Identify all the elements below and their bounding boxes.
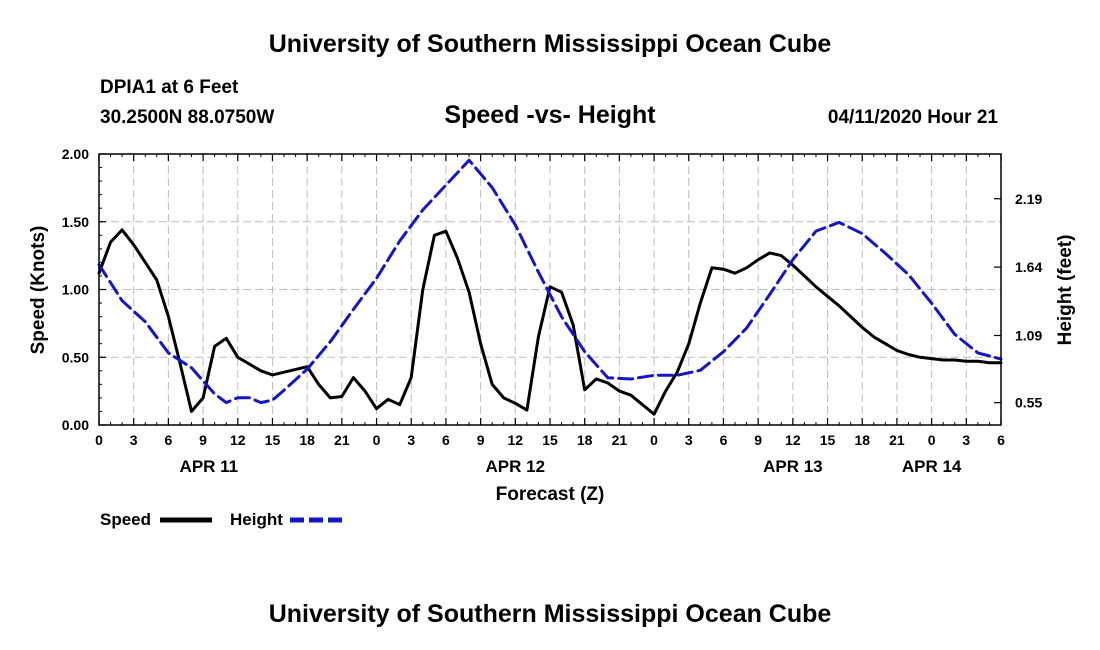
y-tick-label: 2.00 [62,146,89,162]
grid [99,154,1001,425]
coordinates-label: 30.2500N 88.0750W [100,107,275,128]
x-tick-label: 0 [928,432,936,448]
y-axis-title: Speed (Knots) [28,226,49,355]
legend-height-label: Height [230,510,283,529]
x-tick-label: 3 [130,432,138,448]
y-tick-label: 1.00 [62,282,89,298]
legend: Speed Height [100,510,342,529]
chart-title: Speed -vs- Height [444,101,656,129]
x-tick-label: 3 [685,432,693,448]
x-tick-label: 21 [334,432,350,448]
x-tick-label: 6 [442,432,450,448]
height-series-line [97,158,1003,405]
page-title: University of Southern Mississippi Ocean… [268,30,832,58]
x-tick-label: 0 [373,432,381,448]
date-label: APR 11 [180,457,239,476]
x-tick-label: 18 [299,432,315,448]
y2-axis-title: Height (feet) [1055,235,1076,346]
x-tick-label: 9 [199,432,207,448]
station-label: DPIA1 at 6 Feet [100,77,239,98]
y-tick-label: 1.50 [62,214,89,230]
date-label: APR 14 [902,457,962,476]
x-tick-label: 0 [650,432,658,448]
y2-tick-label: 1.64 [1015,259,1042,275]
y2-tick-label: 0.55 [1015,395,1042,411]
x-tick-label: 12 [785,432,801,448]
x-tick-label: 15 [542,432,558,448]
x-tick-label: 21 [612,432,628,448]
x-tick-label: 6 [720,432,728,448]
x-tick-label: 9 [754,432,762,448]
x-axis-title: Forecast (Z) [496,484,605,505]
footer-title: University of Southern Mississippi Ocean… [268,600,832,628]
x-tick-label: 9 [477,432,485,448]
x-tick-label: 3 [407,432,415,448]
legend-speed-label: Speed [100,510,151,529]
x-tick-label: 0 [95,432,103,448]
y2-tick-label: 1.09 [1015,327,1042,343]
x-tick-label: 15 [820,432,836,448]
speed-series-line [97,228,1003,416]
series [97,158,1003,416]
x-tick-label: 12 [230,432,246,448]
date-label: APR 13 [763,457,823,476]
x-tick-label: 6 [997,432,1005,448]
x-tick-label: 12 [508,432,524,448]
x-tick-label: 21 [889,432,905,448]
y2-tick-label: 2.19 [1015,191,1042,207]
x-tick-label: 15 [265,432,281,448]
x-tick-label: 6 [164,432,172,448]
x-tick-label: 18 [854,432,870,448]
x-tick-label: 3 [962,432,970,448]
x-tick-label: 18 [577,432,593,448]
axes: 0 3 6 9 12 15 18 21 0 3 6 9 12 15 18 21 0 3 6 9 12 15 18 21 0 3 6 0… [62,146,1043,476]
date-label: APR 12 [486,457,546,476]
y-tick-label: 0.50 [62,349,89,365]
forecast-datestamp: 04/11/2020 Hour 21 [827,107,998,128]
y-tick-label: 0.00 [62,417,89,433]
